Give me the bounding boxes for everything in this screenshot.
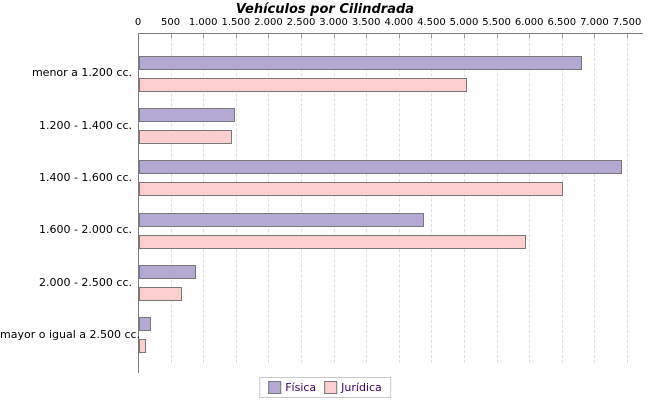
- gridline: [561, 38, 563, 363]
- x-tick-mark: [268, 34, 270, 38]
- category-label: 1.600 - 2.000 cc.: [38, 223, 132, 237]
- x-tick-label: 2.500: [286, 17, 316, 28]
- x-tick-label: 1.500: [221, 17, 251, 28]
- x-tick-label: 5.500: [482, 17, 511, 28]
- bar-juridica: [139, 286, 183, 301]
- x-tick-mark: [496, 34, 498, 38]
- x-tick-mark: [301, 34, 302, 38]
- bar-fisica: [139, 108, 235, 122]
- gridline: [366, 38, 368, 363]
- bar-fisica: [139, 264, 196, 279]
- legend-item-juridica: Jurídica: [324, 381, 382, 394]
- gridline: [464, 38, 465, 363]
- gridline: [268, 38, 270, 363]
- x-tick-mark: [333, 34, 335, 38]
- bar-fisica: [139, 317, 152, 332]
- x-axis-line: [138, 33, 643, 34]
- gridline: [170, 38, 172, 363]
- bar-juridica: [139, 182, 563, 197]
- x-tick-mark: [529, 34, 531, 38]
- x-tick-mark: [431, 34, 433, 38]
- bar-fisica: [139, 212, 424, 227]
- x-tick-label: 4.500: [417, 17, 446, 28]
- x-tick-label: 7.500: [612, 17, 642, 28]
- fisica-swatch-icon: [268, 381, 282, 394]
- x-tick-mark: [464, 34, 465, 38]
- x-tick-mark: [627, 34, 628, 38]
- x-tick-label: 0: [134, 17, 142, 28]
- gridline: [594, 38, 596, 363]
- bar-fisica: [139, 55, 583, 70]
- y-axis-line: [138, 33, 139, 373]
- juridica-swatch-icon: [324, 381, 338, 394]
- bar-juridica: [139, 234, 526, 249]
- gridline: [529, 38, 531, 363]
- x-tick-mark: [366, 34, 368, 38]
- x-tick-mark: [398, 34, 400, 38]
- bar-fisica: [139, 160, 622, 175]
- x-tick-label: 4.000: [384, 17, 414, 28]
- bar-juridica: [139, 77, 467, 92]
- category-label: 1.400 - 1.600 cc.: [38, 170, 132, 184]
- x-tick-label: 6.000: [514, 17, 544, 28]
- category-label: menor a 1.200 cc.: [31, 66, 132, 80]
- gridline: [203, 38, 205, 363]
- x-tick-label: 3.500: [351, 17, 381, 28]
- category-label: 1.200 - 1.400 cc.: [38, 118, 132, 132]
- x-tick-label: 2.000: [254, 17, 283, 28]
- x-tick-label: 1.000: [188, 17, 218, 28]
- chart-title: Vehículos por Cilindrada: [235, 2, 415, 17]
- legend-label-juridica: Jurídica: [341, 381, 382, 394]
- x-tick-mark: [594, 34, 596, 38]
- x-tick-mark: [203, 34, 205, 38]
- bar-juridica: [139, 339, 147, 354]
- x-tick-label: 6.500: [547, 17, 577, 28]
- gridline: [627, 38, 628, 363]
- gridline: [301, 38, 302, 363]
- legend-item-fisica: Física: [268, 381, 316, 394]
- legend-label-fisica: Física: [285, 381, 317, 394]
- x-tick-label: 3.000: [319, 17, 348, 28]
- category-label: 2.000 - 2.500 cc.: [38, 275, 132, 289]
- category-label: mayor o igual a 2.500 cc.: [0, 327, 141, 341]
- x-tick-label: 7.000: [580, 17, 609, 28]
- gridline: [431, 38, 433, 363]
- gridline: [235, 38, 237, 363]
- legend: Física Jurídica: [259, 377, 391, 398]
- gridline: [398, 38, 400, 363]
- gridline: [496, 38, 498, 363]
- gridline: [333, 38, 335, 363]
- x-tick-mark: [235, 34, 237, 38]
- x-tick-label: 5.000: [449, 17, 479, 28]
- bar-juridica: [139, 130, 233, 144]
- x-tick-mark: [170, 34, 172, 38]
- x-tick-mark: [561, 34, 563, 38]
- x-tick-label: 500: [161, 17, 181, 28]
